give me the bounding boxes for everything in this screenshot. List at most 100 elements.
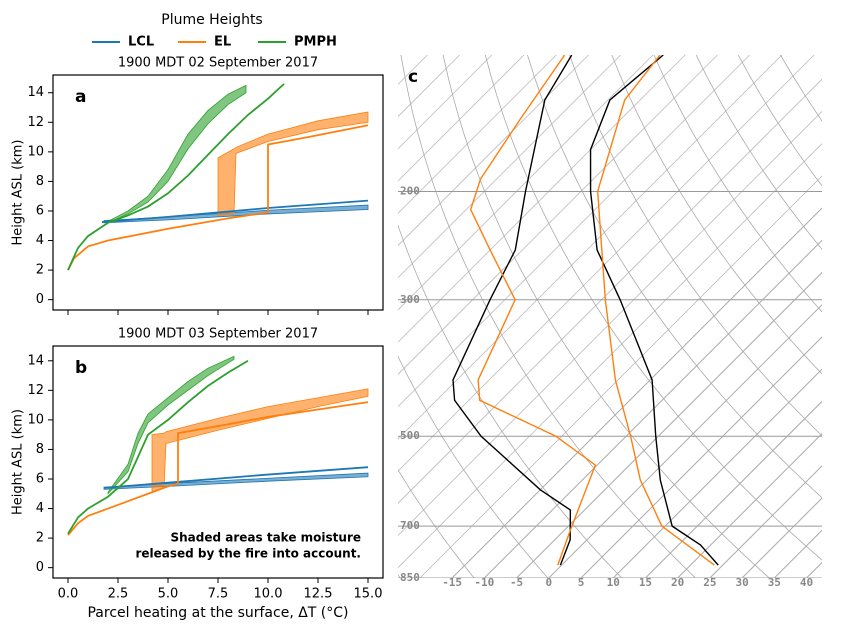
y-tick-label: 8 [36, 442, 44, 457]
y-tick-label: 700 [400, 519, 420, 532]
isotherm [612, 368, 822, 578]
y-tick-label: 200 [400, 184, 420, 197]
profile-line [469, 55, 597, 566]
dry-adiabat [398, 224, 623, 578]
x-tick-label: 40 [800, 576, 813, 589]
isotherm [484, 239, 822, 578]
isotherm-background [398, 55, 525, 182]
y-tick-label: 6 [36, 203, 44, 218]
line [101, 199, 369, 223]
y-tick-label: 0 [36, 292, 44, 307]
x-tick-label: 10 [607, 576, 620, 589]
y-tick-label: 14 [27, 85, 44, 100]
y-tick-label: 6 [36, 471, 44, 486]
x-tick-label: 20 [671, 576, 684, 589]
x-tick-label: -5 [510, 576, 523, 589]
x-tick-label: 7.5 [208, 587, 229, 602]
x-tick-label: -10 [474, 576, 494, 589]
panel-label: a [75, 87, 86, 107]
isotherm-background [451, 207, 822, 578]
y-tick-label: 2 [36, 531, 44, 546]
x-tick-label: 35 [768, 576, 781, 589]
annotation: Shaded areas take moisture [171, 531, 362, 545]
isotherm-background [398, 55, 815, 472]
legend: LCL EL PMPH [92, 35, 337, 50]
isotherm-background [741, 497, 822, 578]
y-tick-label: 4 [36, 501, 44, 516]
isotherm-background [0, 55, 299, 578]
isotherm-background [398, 55, 686, 343]
legend-label: EL [214, 35, 231, 50]
isotherm [709, 465, 822, 578]
y-tick-label: 500 [400, 429, 420, 442]
y-axis-label: Height ASL (km) [11, 409, 26, 515]
y-tick-label: 10 [27, 412, 44, 427]
shaded-area [217, 111, 369, 216]
shaded-area [107, 84, 247, 224]
isotherm-background [398, 55, 428, 85]
legend-title: Plume Heights [161, 12, 262, 28]
y-tick-label: 4 [36, 233, 44, 248]
isotherm-background [398, 55, 654, 311]
x-tick-label: 15 [639, 576, 652, 589]
x-tick-label: 30 [735, 576, 748, 589]
x-axis-label: Parcel heating at the surface, ΔT (°C) [87, 605, 348, 621]
shaded-area [151, 388, 369, 493]
profile-line [596, 55, 715, 566]
y-tick-label: 12 [27, 383, 44, 398]
x-tick-label: 12.5 [304, 587, 333, 602]
y-tick-label: 10 [27, 144, 44, 159]
isotherm [806, 561, 822, 578]
isotherm-background [0, 55, 363, 578]
x-tick-label: 0 [545, 576, 552, 589]
dry-adiabat [398, 469, 475, 578]
isotherm-background [398, 55, 718, 375]
panel-title: 1900 MDT 02 September 2017 [118, 56, 318, 71]
isotherm-background [709, 465, 822, 578]
legend-label: PMPH [294, 35, 337, 50]
isotherm-background [398, 55, 589, 247]
isotherm [580, 336, 822, 578]
y-tick-label: 14 [27, 353, 44, 368]
dry-adiabat [527, 55, 822, 499]
y-tick-label: 0 [36, 560, 44, 575]
y-tick-label: 300 [400, 293, 420, 306]
panel-b: 1900 MDT 03 September 2017 b Height ASL (k… [11, 327, 384, 621]
plot-frame [52, 345, 384, 579]
line [67, 360, 249, 535]
legend-label: LCL [128, 35, 154, 50]
dry-adiabat [611, 55, 822, 375]
profile-line [589, 55, 719, 566]
shaded-area [107, 355, 235, 495]
x-tick-label: -15 [442, 576, 462, 589]
plot-frame [52, 74, 384, 311]
panel-a: 1900 MDT 02 September 2017 a Height ASL (k… [11, 56, 384, 315]
x-tick-label: 15.0 [354, 587, 383, 602]
isotherm-background [645, 400, 822, 578]
isotherm-background [548, 304, 822, 578]
isotherm-background [484, 239, 822, 578]
panel-title: 1900 MDT 03 September 2017 [118, 327, 318, 342]
dry-adiabat [188, 6, 356, 621]
isotherm-background [419, 175, 822, 578]
isotherm-background [806, 561, 822, 578]
annotation: released by the fire into account. [135, 547, 361, 561]
isotherm [645, 400, 822, 578]
dry-adiabat [835, 6, 850, 621]
x-tick-label: 2.5 [108, 587, 129, 602]
isotherm [516, 271, 822, 578]
dry-adiabat [737, 55, 822, 187]
y-tick-label: 2 [36, 263, 44, 278]
isotherm-background [398, 143, 822, 569]
isotherm [548, 304, 822, 578]
y-tick-label: 12 [27, 115, 44, 130]
dry-adiabat [569, 55, 822, 437]
y-tick-label: 8 [36, 174, 44, 189]
isotherm-background [839, 55, 850, 578]
isotherm [677, 433, 822, 578]
x-tick-label: 5.0 [158, 587, 179, 602]
shaded-area [103, 472, 369, 490]
line [67, 401, 369, 536]
isotherm-background [398, 55, 783, 440]
